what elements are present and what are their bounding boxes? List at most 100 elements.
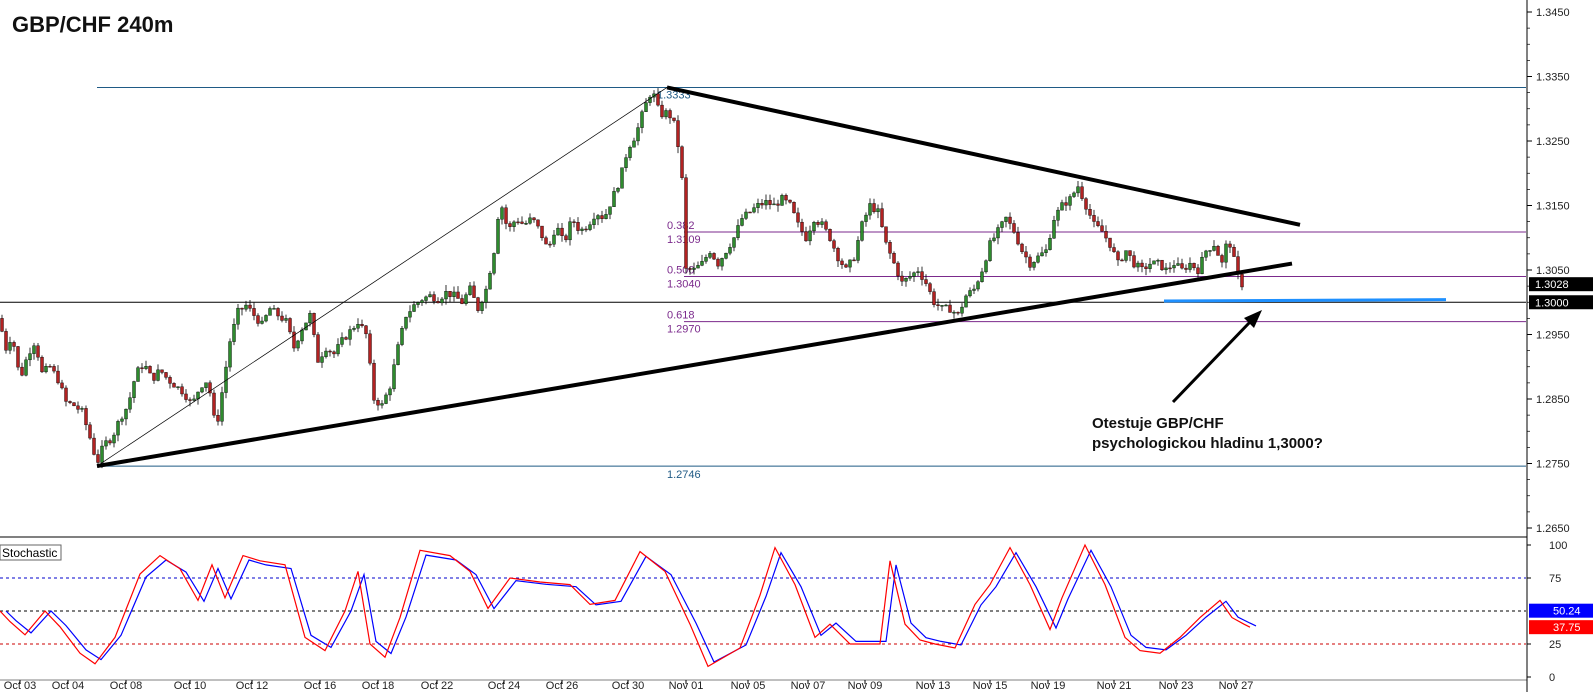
candlestick bbox=[444, 285, 448, 305]
candlestick bbox=[456, 286, 460, 299]
fib-382-value-label: 1.3109 bbox=[667, 234, 701, 246]
candlestick bbox=[920, 266, 924, 286]
candle-body bbox=[1136, 262, 1140, 268]
candle-body bbox=[376, 400, 380, 406]
candlestick bbox=[712, 252, 716, 261]
candlestick bbox=[588, 221, 592, 232]
candlestick bbox=[376, 397, 380, 411]
time-tick-label: Oct 04 bbox=[52, 680, 84, 692]
candle-body bbox=[1192, 262, 1196, 269]
candle-body bbox=[732, 237, 736, 248]
candlestick bbox=[280, 311, 284, 323]
candlestick bbox=[344, 336, 348, 341]
candle-body bbox=[1220, 255, 1224, 263]
candlestick bbox=[592, 212, 596, 229]
candlestick bbox=[1196, 264, 1200, 280]
candle-body bbox=[364, 325, 368, 335]
candle-body bbox=[692, 267, 696, 270]
candle-body bbox=[264, 315, 268, 322]
candle-body bbox=[1196, 267, 1200, 274]
candlestick bbox=[988, 237, 992, 262]
candle-body bbox=[420, 300, 424, 303]
candlestick bbox=[768, 194, 772, 210]
candle-body bbox=[180, 386, 184, 395]
candle-body bbox=[448, 291, 452, 297]
candlestick bbox=[800, 218, 804, 236]
candlestick bbox=[292, 326, 296, 352]
candlestick bbox=[1224, 240, 1228, 269]
candlestick bbox=[932, 288, 936, 308]
falling-trendline bbox=[666, 85, 1301, 227]
candle-body bbox=[1120, 259, 1124, 262]
candlestick bbox=[1020, 242, 1024, 254]
candle-body bbox=[660, 104, 664, 118]
candlestick bbox=[308, 310, 312, 327]
price-tick-label: 1.3350 bbox=[1536, 72, 1570, 84]
candle-body bbox=[856, 240, 860, 261]
time-tick-label: Nov 15 bbox=[973, 680, 1008, 692]
candle-body bbox=[996, 227, 1000, 239]
candle-body bbox=[864, 214, 868, 222]
candlestick bbox=[680, 145, 684, 180]
candle-body bbox=[244, 304, 248, 310]
candle-body bbox=[1228, 243, 1232, 248]
candlestick bbox=[896, 261, 900, 281]
candle-body bbox=[708, 253, 712, 258]
candlestick bbox=[504, 204, 508, 230]
candle-body bbox=[508, 223, 512, 227]
candle-body bbox=[268, 308, 272, 316]
time-tick-label: Nov 27 bbox=[1219, 680, 1254, 692]
trendlines bbox=[96, 85, 1447, 469]
candlestick bbox=[1036, 252, 1040, 264]
candle-body bbox=[912, 272, 916, 277]
candle-body bbox=[640, 111, 644, 128]
candlestick bbox=[888, 240, 892, 259]
candle-body bbox=[788, 199, 792, 203]
candlestick bbox=[64, 385, 68, 407]
candlestick bbox=[948, 299, 952, 313]
candle-body bbox=[556, 227, 560, 236]
candlestick bbox=[396, 341, 400, 366]
candle-body bbox=[1132, 255, 1136, 268]
candle-body bbox=[724, 252, 728, 259]
candle-body bbox=[1208, 250, 1212, 252]
candlestick bbox=[632, 137, 636, 148]
candle-body bbox=[572, 221, 576, 223]
candlestick bbox=[1112, 243, 1116, 253]
candle-body bbox=[1232, 247, 1236, 257]
candle-body bbox=[664, 110, 668, 118]
candle-body bbox=[540, 225, 544, 239]
candle-body bbox=[116, 421, 120, 436]
candlestick bbox=[1032, 261, 1036, 271]
candlestick bbox=[832, 238, 836, 253]
candlestick bbox=[56, 365, 60, 385]
candlestick bbox=[516, 217, 520, 225]
candlestick bbox=[912, 271, 916, 282]
candlestick bbox=[672, 117, 676, 123]
candlestick bbox=[556, 223, 560, 236]
candlestick bbox=[984, 259, 988, 274]
candlestick bbox=[128, 392, 132, 413]
candle-body bbox=[124, 408, 128, 420]
candle-body bbox=[1080, 186, 1084, 199]
candlestick bbox=[1144, 263, 1148, 276]
candle-body bbox=[1048, 237, 1052, 250]
candle-body bbox=[48, 366, 52, 368]
candlestick bbox=[480, 300, 484, 314]
candlestick bbox=[232, 318, 236, 346]
candle-body bbox=[744, 211, 748, 219]
candle-body bbox=[248, 304, 252, 309]
candle-body bbox=[1224, 243, 1228, 263]
candlestick bbox=[952, 310, 956, 319]
candle-body bbox=[68, 401, 72, 403]
candle-body bbox=[688, 268, 692, 270]
candlestick bbox=[880, 202, 884, 228]
annotation-arrow-head bbox=[1244, 310, 1262, 328]
candle-body bbox=[612, 191, 616, 207]
candle-body bbox=[348, 329, 352, 340]
candle-body bbox=[28, 353, 32, 361]
candlestick bbox=[172, 382, 176, 388]
candlestick bbox=[1128, 250, 1132, 262]
candle-body bbox=[52, 366, 56, 372]
candle-body bbox=[36, 345, 40, 358]
